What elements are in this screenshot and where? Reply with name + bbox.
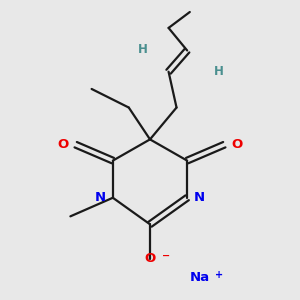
Text: H: H (214, 65, 224, 78)
Text: O: O (58, 138, 69, 151)
Text: +: + (215, 270, 223, 280)
Text: −: − (162, 251, 170, 261)
Text: N: N (194, 191, 205, 204)
Text: O: O (144, 252, 156, 265)
Text: O: O (231, 138, 242, 151)
Text: Na: Na (190, 271, 210, 284)
Text: N: N (95, 191, 106, 204)
Text: H: H (137, 43, 147, 56)
